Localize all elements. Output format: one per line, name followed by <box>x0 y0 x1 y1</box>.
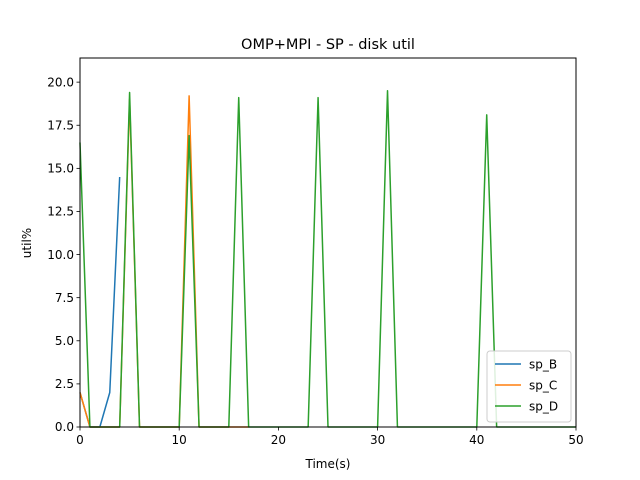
x-tick-label: 20 <box>271 433 286 447</box>
x-tick-label: 40 <box>469 433 484 447</box>
y-tick-label: 7.5 <box>55 291 74 305</box>
y-tick-label: 12.5 <box>47 205 74 219</box>
legend-label-sp_D: sp_D <box>529 399 558 413</box>
legend: sp_B sp_C sp_D <box>486 350 572 423</box>
legend-box <box>486 350 572 423</box>
y-axis: 0.0 2.5 5.0 7.5 10.0 12.5 15.0 17.5 20.0 <box>47 75 80 434</box>
legend-label-sp_B: sp_B <box>529 357 557 371</box>
y-axis-label: util% <box>20 228 34 258</box>
x-tick-label: 30 <box>370 433 385 447</box>
x-tick-label: 10 <box>172 433 187 447</box>
y-tick-label: 5.0 <box>55 334 74 348</box>
x-axis: 0 10 20 30 40 50 <box>76 427 584 447</box>
y-tick-label: 17.5 <box>47 118 74 132</box>
y-tick-label: 15.0 <box>47 162 74 176</box>
x-axis-label: Time(s) <box>305 457 351 471</box>
chart-title: OMP+MPI - SP - disk util <box>241 37 415 53</box>
y-tick-label: 10.0 <box>47 248 74 262</box>
x-tick-label: 50 <box>568 433 583 447</box>
legend-label-sp_C: sp_C <box>529 378 557 392</box>
y-tick-label: 0.0 <box>55 420 74 434</box>
plot-frame <box>79 57 577 428</box>
x-tick-label: 0 <box>76 433 84 447</box>
y-tick-label: 2.5 <box>55 377 74 391</box>
y-tick-label: 20.0 <box>47 75 74 89</box>
